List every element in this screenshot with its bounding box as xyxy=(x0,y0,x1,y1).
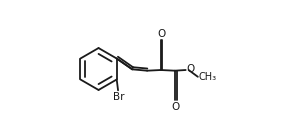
Text: O: O xyxy=(157,29,166,39)
Text: Br: Br xyxy=(113,92,124,102)
Text: O: O xyxy=(172,102,180,112)
Text: CH₃: CH₃ xyxy=(199,72,217,82)
Text: O: O xyxy=(186,64,195,74)
